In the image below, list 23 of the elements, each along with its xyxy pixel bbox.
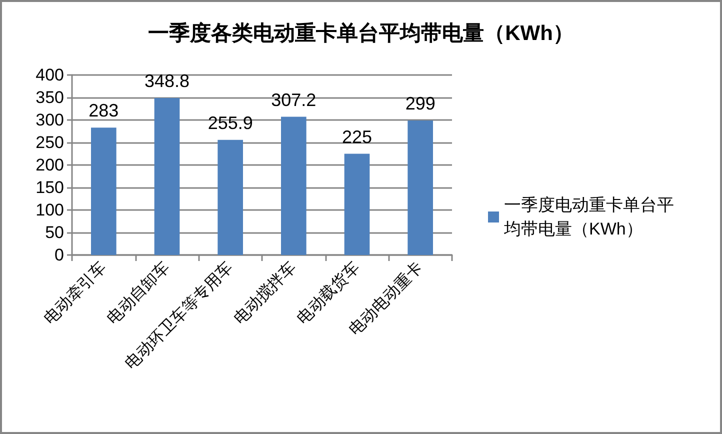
y-tick-label: 300 [36, 110, 64, 130]
y-tick-label: 50 [45, 223, 64, 242]
bar [91, 128, 116, 255]
data-label: 283 [88, 100, 119, 121]
y-tick-label: 200 [36, 156, 64, 174]
bar [408, 120, 433, 255]
bar [154, 98, 180, 255]
bar [344, 154, 370, 255]
data-label: 299 [405, 93, 436, 114]
data-label: 255.9 [208, 112, 253, 133]
y-tick-label: 400 [36, 66, 64, 84]
legend-label: 一季度电动重卡单台平均带电量（KWh） [503, 196, 674, 238]
y-tick-label: 100 [36, 200, 64, 220]
y-tick-label: 250 [36, 133, 64, 152]
y-tick-label: 0 [54, 246, 64, 264]
y-tick-label: 350 [36, 88, 64, 107]
chart-title: 一季度各类电动重卡单台平均带电量（KWh） [148, 21, 574, 45]
data-label: 225 [342, 126, 372, 147]
bar [281, 116, 306, 255]
data-label: 348.8 [144, 71, 190, 92]
y-tick-label: 150 [36, 178, 64, 197]
data-label: 307.2 [271, 90, 316, 110]
bar [218, 140, 243, 255]
